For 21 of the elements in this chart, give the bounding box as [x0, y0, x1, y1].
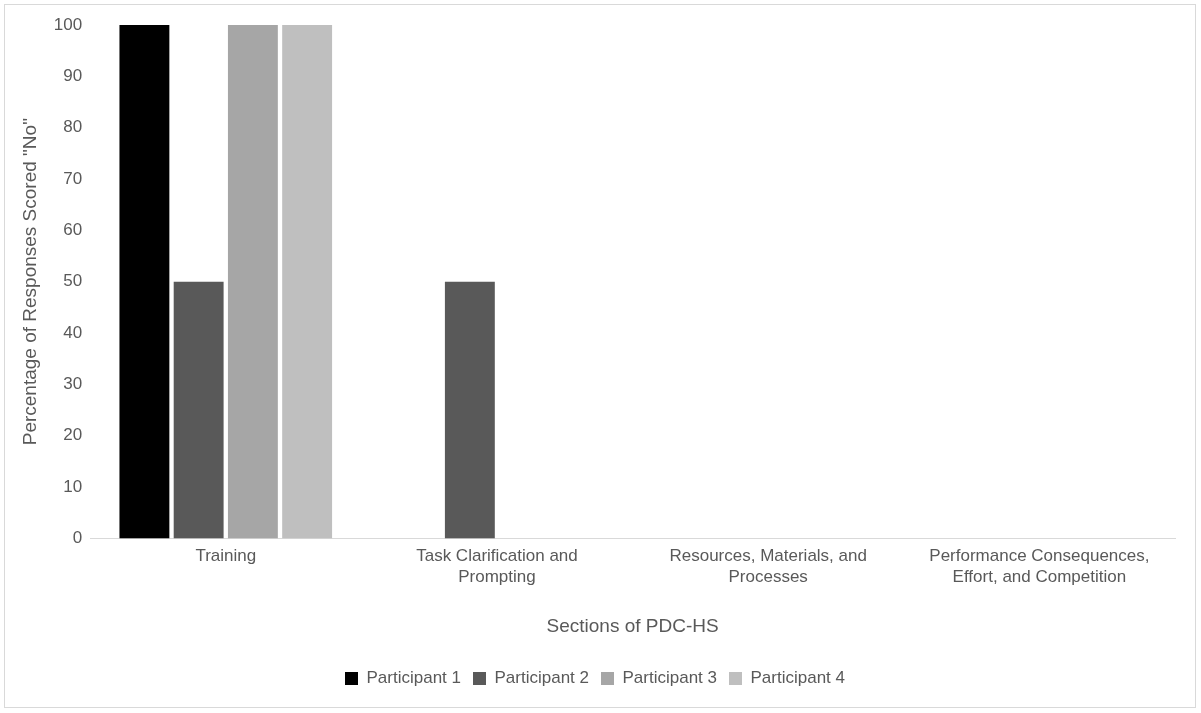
y-tick-label: 100	[53, 14, 83, 34]
legend-label: Participant 3	[622, 668, 717, 688]
y-tick-label: 70	[63, 168, 83, 188]
x-axis-title: Sections of PDC-HS	[546, 614, 719, 636]
y-tick-label: 90	[63, 66, 83, 86]
y-tick-label: 40	[63, 322, 83, 342]
y-tick-label: 50	[63, 271, 83, 291]
y-tick-label: 80	[63, 117, 83, 137]
legend-label: Participant 1	[366, 668, 462, 688]
y-tick-label: 60	[63, 220, 83, 240]
legend-label: Participant 4	[750, 668, 845, 688]
x-tick-label: Training	[195, 546, 257, 566]
legend-label: Participant 2	[494, 668, 589, 688]
y-tick-label: 0	[72, 528, 83, 548]
y-axis-title: Percentage of Responses Scored "No"	[18, 118, 40, 446]
x-tick-label: Resources, Materials, and Processes	[669, 546, 867, 586]
y-tick-label: 10	[63, 476, 83, 496]
x-tick-label: Task Clarification and Prompting	[416, 546, 578, 586]
y-tick-label: 30	[63, 374, 83, 394]
x-tick-label: Performance Consequences, Effort, and Competition	[929, 546, 1150, 586]
y-tick-label: 20	[63, 425, 83, 445]
